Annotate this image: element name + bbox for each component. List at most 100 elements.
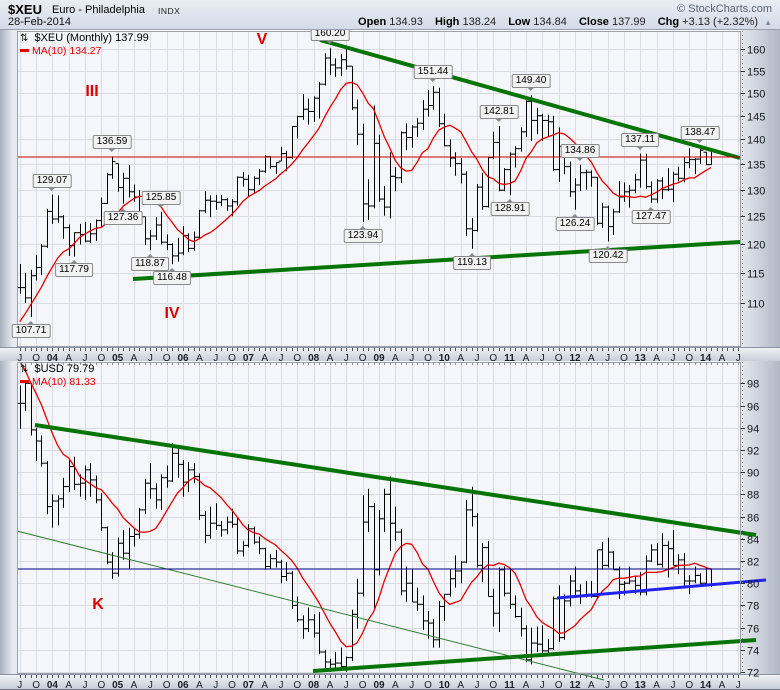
svg-text:A: A — [719, 680, 726, 690]
usd-ma-value: 81.33 — [69, 376, 96, 388]
symbol-title: $XEU — [8, 2, 42, 17]
svg-text:J: J — [213, 353, 218, 364]
svg-text:A: A — [457, 353, 464, 364]
svg-text:O: O — [32, 353, 40, 364]
open-value: 134.93 — [389, 16, 423, 28]
svg-text:A: A — [653, 353, 660, 364]
svg-text:O: O — [293, 680, 301, 690]
xeu-ma-value: 134.27 — [69, 45, 102, 57]
svg-text:J: J — [736, 680, 741, 690]
svg-text:J: J — [83, 680, 88, 690]
svg-text:A: A — [588, 353, 595, 364]
svg-text:O: O — [228, 353, 236, 364]
close-value: 137.99 — [612, 16, 646, 28]
svg-text:05: 05 — [112, 353, 124, 364]
price-callout: 118.87 — [131, 254, 169, 271]
svg-text:11: 11 — [504, 680, 515, 690]
copyright: © StockCharts.com — [677, 3, 772, 15]
svg-text:J: J — [17, 680, 22, 690]
svg-text:J: J — [605, 353, 610, 364]
svg-text:140: 140 — [747, 135, 765, 147]
chart-header: $XEU Euro - Philadelphia INDX © StockCha… — [0, 0, 780, 30]
price-callout: 120.42 — [588, 246, 628, 263]
svg-text:J: J — [344, 680, 349, 690]
price-callout: 116.48 — [153, 268, 191, 285]
price-callout: 149.40 — [511, 74, 551, 91]
svg-text:150: 150 — [747, 89, 765, 101]
price-callout: 125.85 — [141, 191, 181, 208]
svg-text:A: A — [719, 353, 726, 364]
svg-text:12: 12 — [569, 353, 581, 364]
svg-text:A: A — [523, 353, 530, 364]
svg-text:A: A — [261, 353, 268, 364]
chg-value: +3.13 (+2.32%) — [682, 16, 759, 28]
svg-text:94: 94 — [747, 424, 759, 436]
svg-text:84: 84 — [747, 535, 759, 547]
svg-text:O: O — [98, 353, 106, 364]
svg-text:O: O — [620, 680, 628, 690]
svg-text:A: A — [457, 680, 464, 690]
svg-text:J: J — [540, 680, 545, 690]
ma-line-swatch-icon — [20, 380, 29, 383]
svg-text:96: 96 — [747, 402, 759, 414]
svg-text:J: J — [83, 353, 88, 364]
svg-text:145: 145 — [747, 112, 765, 124]
wave-annotation-k: K — [92, 596, 104, 613]
svg-text:72: 72 — [747, 668, 759, 680]
svg-text:J: J — [475, 353, 480, 364]
svg-text:13: 13 — [635, 353, 647, 364]
svg-text:J: J — [671, 353, 676, 364]
up-triangle-icon: ▲ — [764, 18, 772, 27]
price-callout: 137.11 — [621, 133, 659, 150]
svg-text:J: J — [148, 353, 153, 364]
svg-text:07: 07 — [243, 680, 255, 690]
svg-text:J: J — [475, 680, 480, 690]
usd-legend-value: 79.79 — [66, 363, 95, 375]
xeu-ma-name: MA(10) — [32, 45, 67, 57]
svg-text:O: O — [685, 353, 693, 364]
price-callout: 127.36 — [103, 208, 143, 225]
svg-text:130: 130 — [747, 186, 765, 198]
svg-text:10: 10 — [439, 680, 451, 690]
svg-text:155: 155 — [747, 67, 765, 79]
svg-text:135: 135 — [747, 160, 765, 172]
svg-text:09: 09 — [373, 353, 385, 364]
ma-line-swatch-icon — [20, 49, 29, 52]
svg-text:O: O — [685, 680, 693, 690]
price-callout: 134.86 — [560, 144, 600, 161]
svg-text:A: A — [196, 680, 203, 690]
svg-text:78: 78 — [747, 601, 759, 613]
price-callout: 142.81 — [479, 105, 519, 122]
svg-text:08: 08 — [308, 353, 320, 364]
price-callout: 138.47 — [680, 126, 720, 143]
svg-text:120: 120 — [747, 240, 765, 252]
svg-text:J: J — [736, 353, 741, 364]
price-callout: 123.94 — [343, 226, 383, 243]
low-label: Low — [508, 16, 531, 28]
wave-annotation-v: V — [256, 31, 268, 48]
svg-text:O: O — [228, 680, 236, 690]
svg-text:O: O — [555, 353, 563, 364]
updown-arrows-icon[interactable]: ⇅ — [20, 33, 29, 44]
chg-label: Chg — [657, 16, 680, 28]
ohlc-readout: Open 134.93 High 138.24 Low 134.84 Close… — [349, 16, 772, 28]
svg-text:A: A — [131, 353, 138, 364]
quote-date: 28-Feb-2014 — [8, 16, 71, 28]
price-callout: 128.91 — [490, 199, 530, 216]
symbol-name: Euro - Philadelphia — [52, 4, 145, 16]
updown-arrows-icon[interactable]: ⇅ — [20, 364, 29, 375]
svg-text:A: A — [392, 680, 399, 690]
svg-text:82: 82 — [747, 557, 759, 569]
price-callout: 119.13 — [453, 253, 491, 270]
svg-text:06: 06 — [177, 353, 189, 364]
wave-annotation-iv: IV — [164, 305, 180, 322]
svg-text:08: 08 — [308, 680, 320, 690]
svg-text:J: J — [605, 680, 610, 690]
svg-text:O: O — [424, 353, 432, 364]
svg-text:J: J — [148, 680, 153, 690]
price-callout: 126.24 — [555, 214, 595, 231]
svg-text:O: O — [489, 353, 497, 364]
